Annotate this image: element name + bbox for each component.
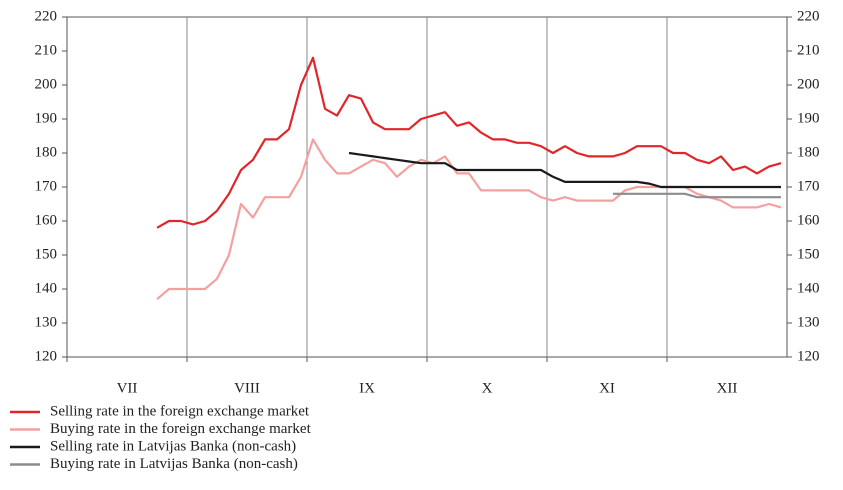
- y-tick-label: 120: [35, 348, 58, 364]
- legend-label: Selling rate in Latvijas Banka (non-cash…: [50, 438, 296, 454]
- legend-label: Selling rate in the foreign exchange mar…: [50, 403, 310, 419]
- y-tick-label: 180: [35, 144, 58, 160]
- y2-tick-label: 190: [797, 110, 820, 126]
- x-tick-label: XII: [717, 380, 738, 396]
- legend-label: Buying rate in Latvijas Banka (non-cash): [50, 456, 298, 472]
- x-tick-label: VIII: [234, 380, 260, 396]
- series-line: [156, 56, 782, 229]
- y2-tick-label: 150: [797, 246, 820, 262]
- y2-tick-label: 180: [797, 144, 820, 160]
- y2-tick-label: 170: [797, 178, 820, 194]
- y2-tick-label: 220: [797, 8, 820, 24]
- y-tick-label: 130: [35, 314, 58, 330]
- y-tick-label: 190: [35, 110, 58, 126]
- y-tick-label: 220: [35, 8, 58, 24]
- y-tick-label: 150: [35, 246, 58, 262]
- y2-tick-label: 210: [797, 42, 820, 58]
- y2-tick-label: 200: [797, 76, 820, 92]
- y-tick-label: 140: [35, 280, 58, 296]
- y-tick-label: 200: [35, 76, 58, 92]
- y-tick-label: 170: [35, 178, 58, 194]
- y2-tick-label: 120: [797, 348, 820, 364]
- series-line: [156, 138, 782, 301]
- series-line: [613, 192, 781, 199]
- x-tick-label: VII: [117, 380, 138, 396]
- x-tick-label: IX: [359, 380, 375, 396]
- y-tick-label: 210: [35, 42, 58, 58]
- series-line: [348, 151, 781, 189]
- y2-tick-label: 130: [797, 314, 820, 330]
- legend-label: Buying rate in the foreign exchange mark…: [50, 421, 312, 437]
- x-tick-label: XI: [599, 380, 615, 396]
- x-tick-label: X: [482, 380, 493, 396]
- y-tick-label: 160: [35, 212, 58, 228]
- y2-tick-label: 140: [797, 280, 820, 296]
- y2-tick-label: 160: [797, 212, 820, 228]
